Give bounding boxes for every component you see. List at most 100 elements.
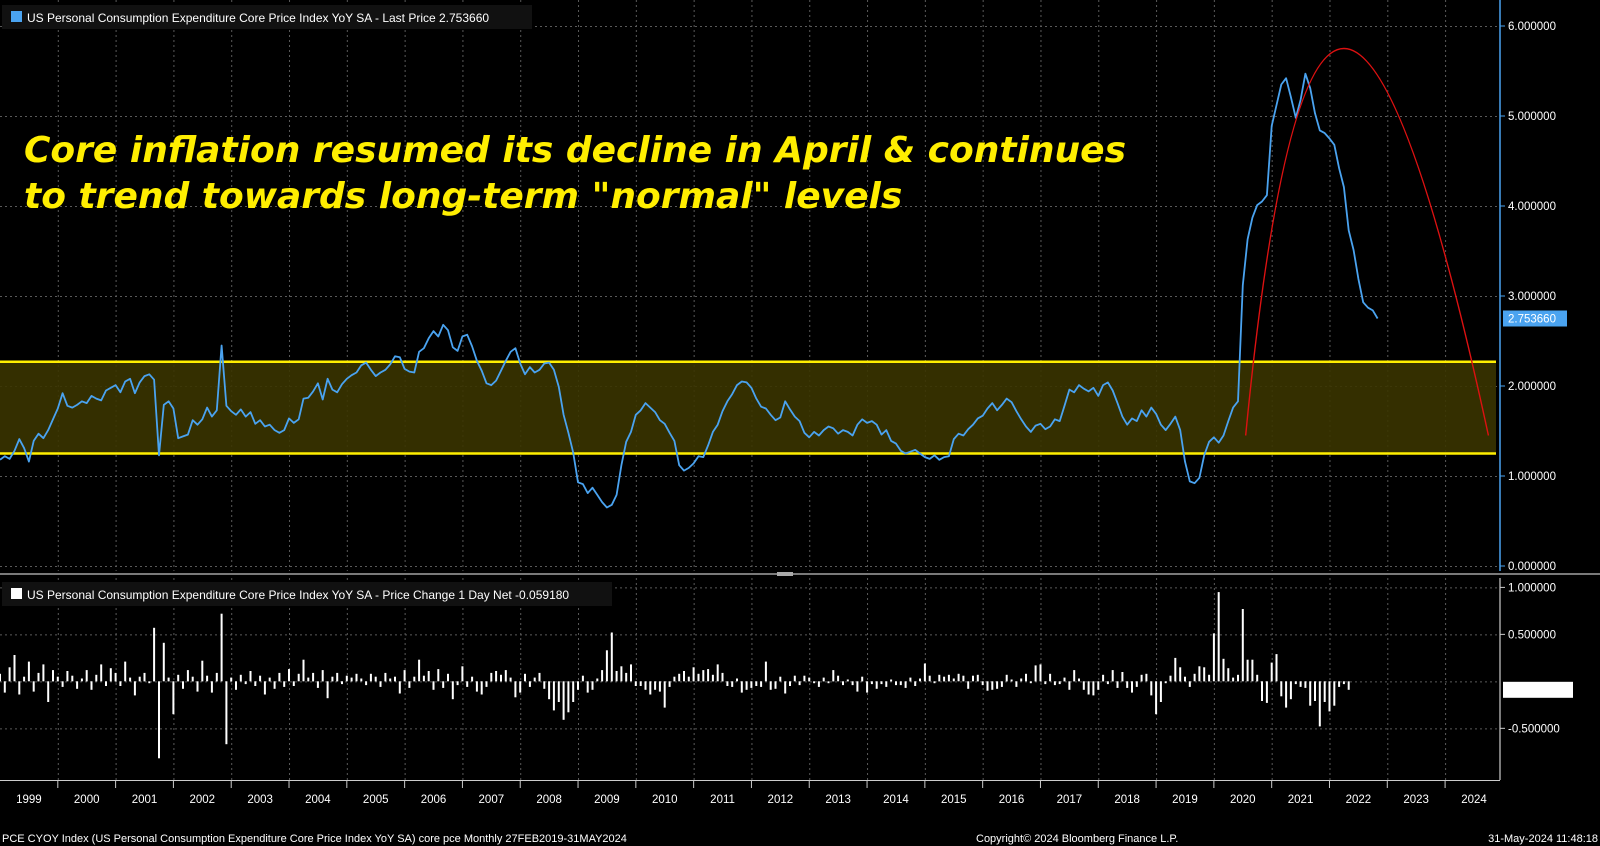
x-tick-label: 2001: [132, 794, 158, 806]
x-tick-label: 2022: [1346, 794, 1372, 806]
price-change-bar: [808, 677, 811, 682]
price-change-bar: [47, 681, 50, 702]
price-change-bar: [1106, 681, 1109, 685]
price-change-bar: [827, 681, 830, 684]
price-change-bar: [235, 681, 237, 690]
price-change-bar: [577, 681, 579, 690]
price-change-bar: [1246, 659, 1249, 682]
price-change-bar: [803, 675, 806, 682]
price-change-bar: [456, 681, 459, 686]
annotation-line-2: to trend towards long-term "normal" leve…: [24, 176, 902, 217]
price-change-bar: [297, 673, 300, 682]
price-change-bar: [1188, 681, 1191, 687]
price-change-bar: [105, 681, 107, 686]
price-change-bar: [403, 670, 406, 682]
price-change-bar: [649, 681, 652, 695]
price-change-bar: [764, 661, 767, 682]
price-change-bar: [1265, 681, 1268, 703]
price-change-bar: [981, 681, 984, 686]
price-change-bar: [268, 677, 271, 682]
x-tick-label: 2006: [421, 794, 447, 806]
price-change-bar: [726, 681, 729, 686]
price-change-bar: [572, 681, 575, 702]
price-change-bar: [591, 681, 594, 690]
price-change-bar: [1328, 681, 1331, 712]
price-change-bar: [422, 675, 425, 682]
x-tick-label: 2017: [1057, 794, 1083, 806]
price-change-bar: [408, 681, 411, 688]
price-change-bar: [678, 673, 681, 682]
x-tick-label: 2021: [1288, 794, 1314, 806]
price-change-bar: [885, 681, 888, 687]
price-change-bar: [731, 681, 734, 687]
price-change-bar: [384, 672, 387, 682]
price-change-bar: [167, 677, 170, 682]
panel-divider-handle[interactable]: [777, 572, 793, 576]
price-change-bar: [485, 681, 488, 687]
price-change-bar: [943, 676, 946, 682]
lower-legend-label: US Personal Consumption Expenditure Core…: [27, 588, 569, 602]
price-change-bar: [581, 675, 584, 682]
price-change-bar: [914, 681, 917, 686]
price-change-bar: [442, 681, 445, 688]
price-change-bar: [201, 660, 204, 682]
price-change-bar: [1304, 681, 1307, 688]
price-change-bar: [1193, 673, 1196, 682]
x-tick-label: 2009: [594, 794, 620, 806]
price-change-bar: [1198, 666, 1201, 682]
price-change-bar: [875, 681, 878, 689]
price-change-bar: [861, 676, 864, 682]
lower-ytick-label: 1.000000: [1508, 582, 1556, 594]
price-change-bar: [1140, 674, 1143, 682]
price-change-bar: [326, 681, 329, 699]
price-change-bar: [842, 681, 844, 686]
price-change-bar: [692, 667, 695, 682]
price-change-bar: [1010, 679, 1013, 682]
x-tick-label: 2015: [941, 794, 967, 806]
price-change-bar: [524, 673, 526, 682]
price-change-bar: [1068, 681, 1071, 690]
price-change-bar: [273, 681, 276, 689]
price-change-bar: [210, 681, 213, 693]
price-change-bar: [697, 673, 700, 682]
price-change-bar: [625, 672, 628, 682]
price-change-bar: [851, 681, 854, 686]
price-change-bar: [1174, 657, 1177, 682]
price-change-bar: [1232, 677, 1235, 682]
x-tick-label: 1999: [16, 794, 42, 806]
price-change-bar: [1285, 681, 1288, 708]
price-change-bar: [1087, 681, 1090, 695]
x-tick-label: 2004: [305, 794, 331, 806]
price-change-bar: [71, 675, 74, 682]
price-change-bar: [933, 681, 936, 684]
upper-legend-label: US Personal Consumption Expenditure Core…: [27, 11, 489, 25]
price-change-bar: [832, 670, 835, 682]
price-change-bar: [779, 676, 782, 682]
price-change-bar: [27, 661, 30, 682]
price-change-bar: [331, 676, 334, 682]
lower-ytick-label: -0.500000: [1508, 723, 1560, 735]
price-change-bar: [162, 642, 165, 682]
price-change-bar: [663, 681, 666, 708]
price-change-bar: [1155, 681, 1158, 715]
price-change-bar: [18, 681, 21, 695]
price-change-bar: [32, 681, 35, 692]
price-change-bar: [1078, 678, 1080, 682]
price-change-bar: [8, 667, 11, 682]
price-change-bar: [1333, 681, 1336, 706]
upper-ytick-label: 3.000000: [1508, 291, 1556, 303]
price-change-bar: [813, 681, 816, 684]
price-change-bar: [557, 681, 560, 702]
trend-arc: [1244, 47, 1490, 436]
price-change-bar: [1227, 668, 1230, 682]
price-change-bar: [880, 681, 883, 685]
price-change-bar: [548, 681, 551, 700]
price-change-bar: [1063, 677, 1066, 682]
price-change-bar: [721, 672, 724, 682]
price-change-bar: [596, 678, 599, 682]
price-change-bar: [239, 674, 242, 682]
price-change-bar: [447, 673, 449, 682]
price-change-bar: [1275, 654, 1278, 682]
price-change-bar: [3, 681, 6, 693]
price-change-bar: [85, 670, 88, 682]
